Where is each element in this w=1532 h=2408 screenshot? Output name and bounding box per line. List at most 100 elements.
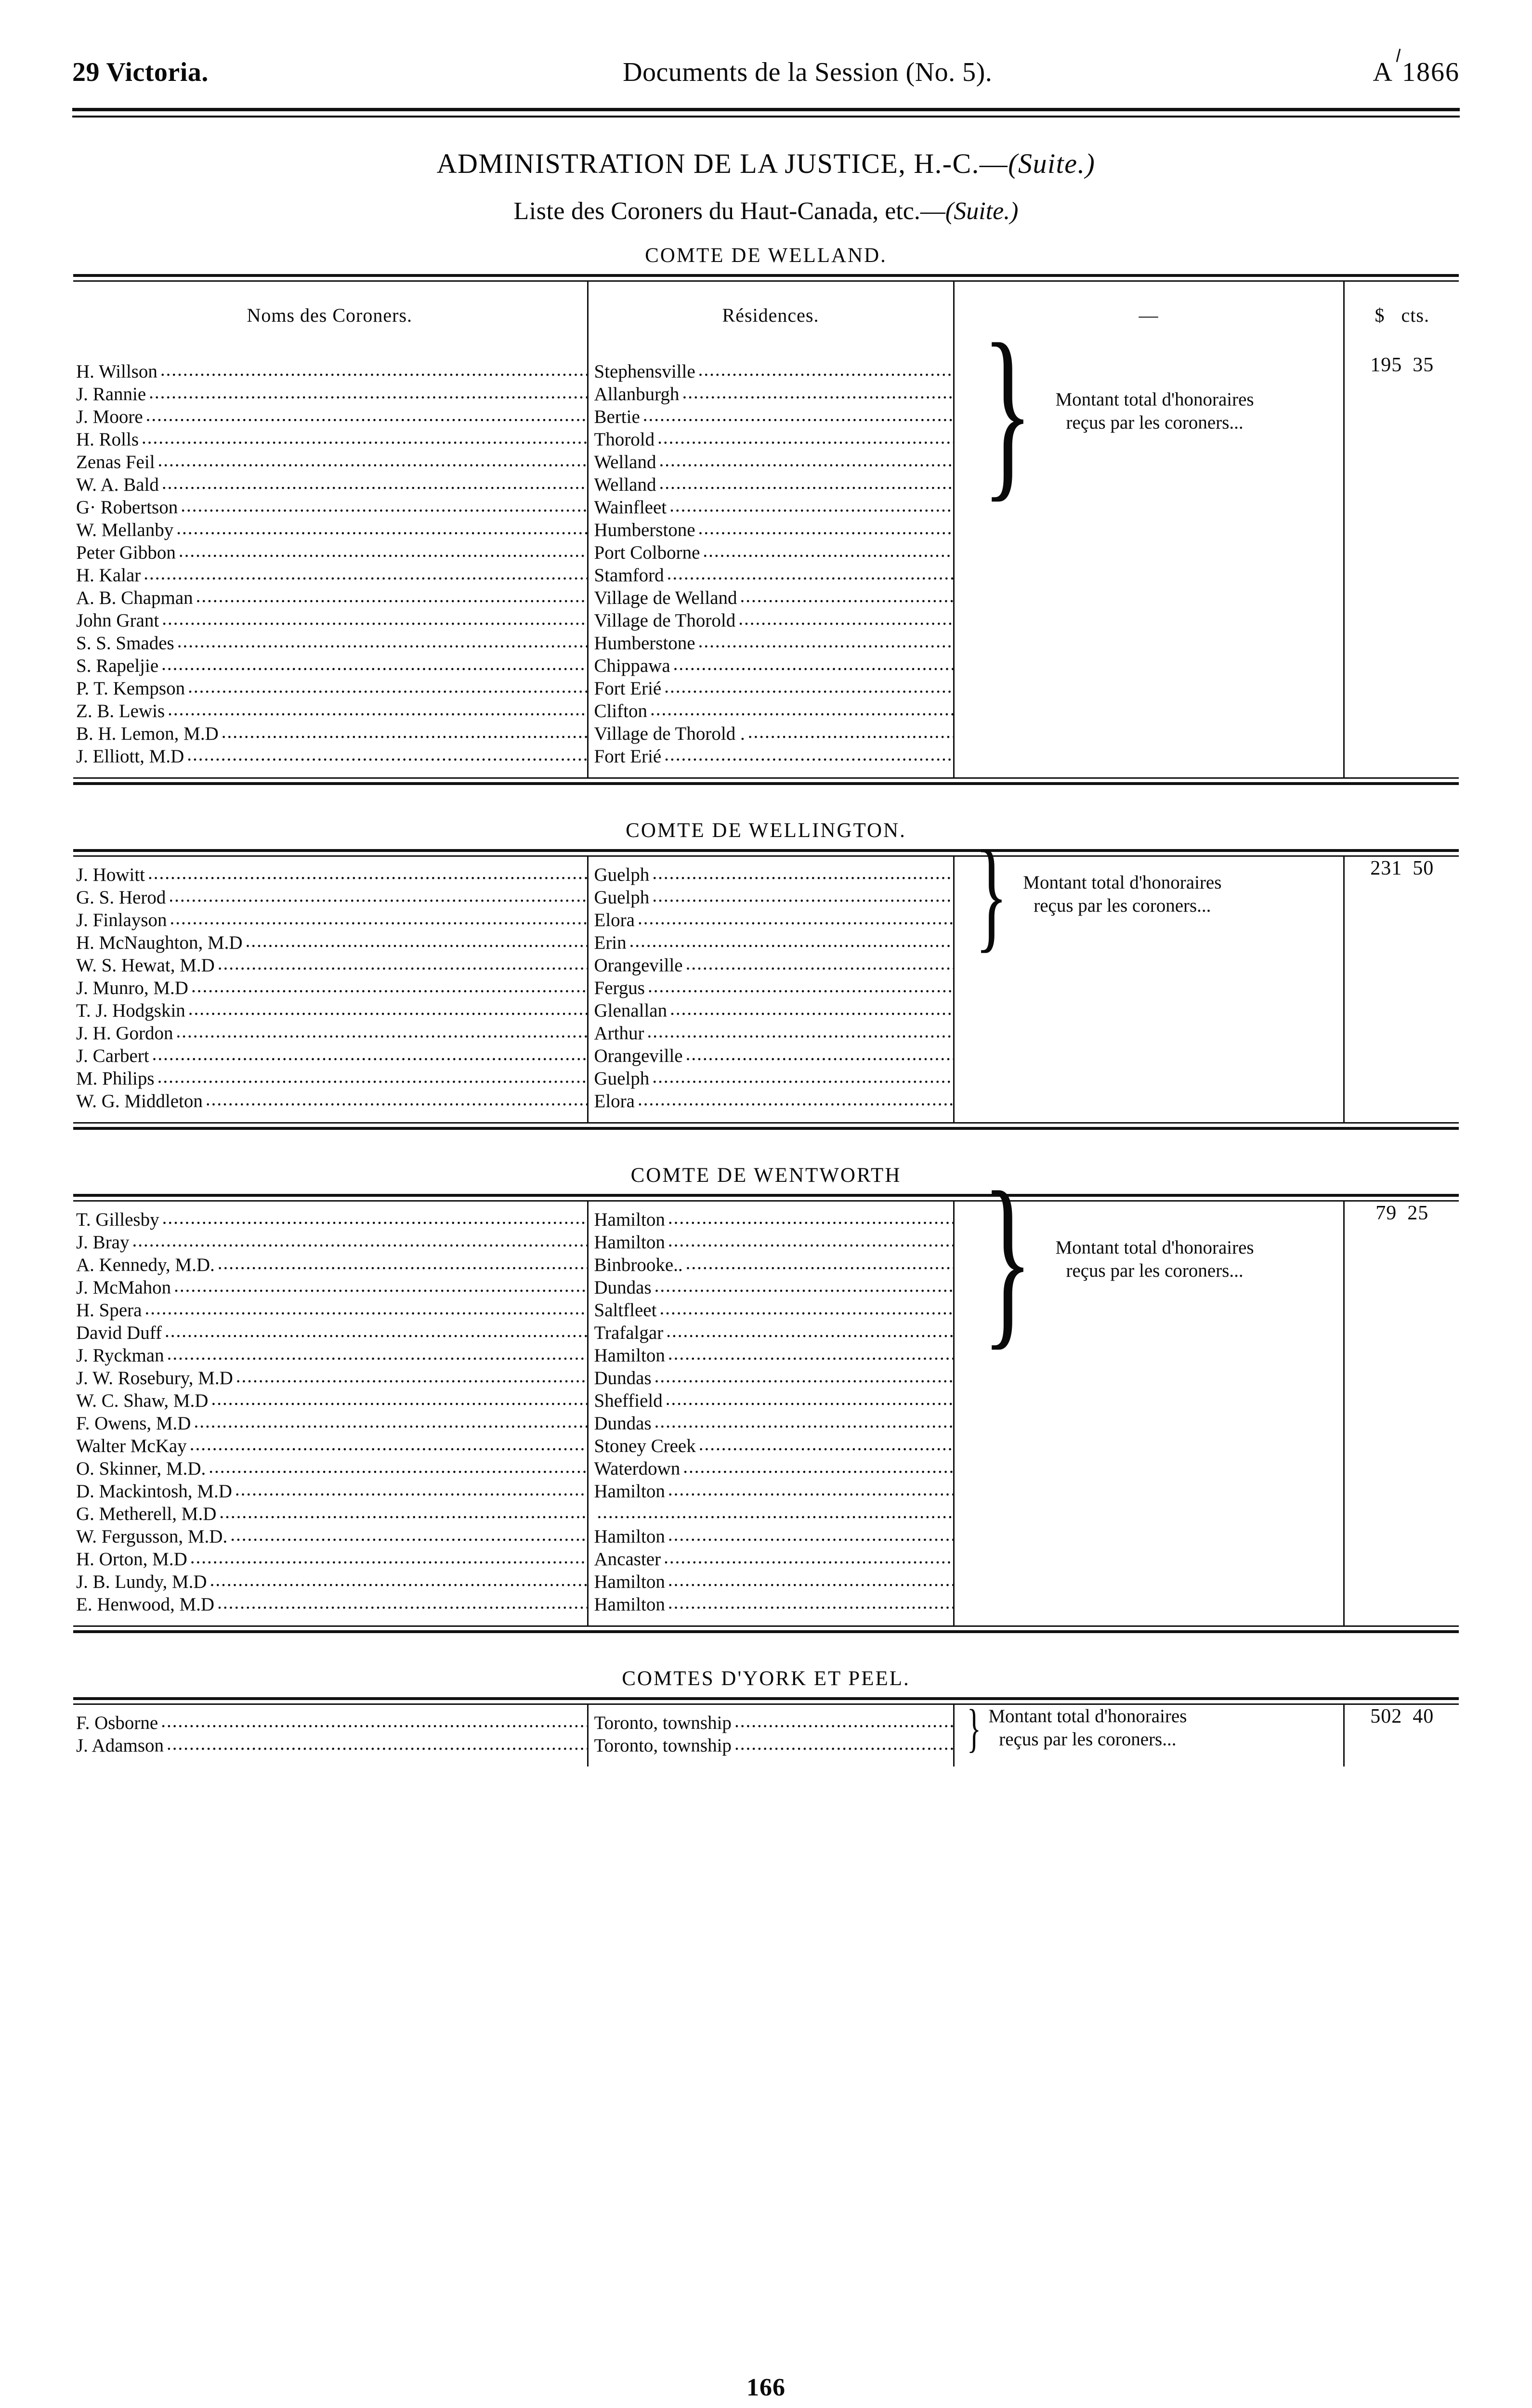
leader-dots [686, 1045, 953, 1063]
leader-dots [158, 451, 587, 470]
leader-dots [161, 1712, 587, 1730]
coroner-name: J. Carbert [76, 1047, 587, 1069]
coroner-residence: Elora [594, 1092, 953, 1114]
table-body-row: T. GillesbyJ. BrayA. Kennedy, M.D.J. McM… [72, 1163, 1460, 1625]
coroner-residence-label: Wainfleet [594, 497, 667, 518]
leader-dots [686, 1254, 953, 1272]
coroner-name-label: J. Finlayson [76, 910, 167, 930]
amount-cents: 50 [1413, 857, 1434, 879]
leader-dots [668, 1231, 953, 1250]
leader-dots [666, 1389, 953, 1408]
coroner-name: W. S. Hewat, M.D [76, 956, 587, 979]
leader-dots [668, 1525, 953, 1544]
table-top-rule-wellington [73, 849, 1459, 857]
coroner-residence: Chippawa [594, 656, 953, 679]
coroner-residence-label: Elora [594, 1091, 635, 1112]
leader-dots [629, 931, 953, 950]
coroner-name-label: J. Moore [76, 406, 143, 427]
section-heading-wentworth: COMTE DE WENTWORTH [630, 1164, 902, 1187]
leader-dots [179, 541, 587, 560]
coroner-name: G· Robertson [76, 498, 587, 521]
coroner-name: A. B. Chapman [76, 589, 587, 611]
coroner-residence: Ancaster [594, 1550, 953, 1572]
amount-cell: 195 35 [1344, 353, 1460, 777]
leader-dots [670, 999, 953, 1018]
coroner-residence: Stephensville [594, 362, 953, 385]
coroner-name-label: J. Adamson [76, 1735, 164, 1756]
leader-dots [209, 1457, 587, 1476]
leader-dots [664, 1548, 953, 1567]
coroner-residence-label: Fort Erié [594, 746, 662, 767]
coroner-residence: Hamilton [594, 1527, 953, 1550]
leader-dots [657, 428, 953, 447]
coroner-residence-label: Elora [594, 910, 635, 930]
coroner-name-label: G. Metherell, M.D [76, 1504, 217, 1524]
leader-dots [146, 406, 587, 424]
coroner-residence-label: Orangeville [594, 1046, 683, 1066]
coroner-residence: Thorold [594, 430, 953, 453]
leader-dots [740, 587, 953, 605]
coroner-residence: Glenallan [594, 1001, 953, 1024]
coroner-name-label: O. Skinner, M.D. [76, 1458, 206, 1479]
amount-value: 502 40 [1345, 1705, 1460, 1728]
coroner-residence [594, 1505, 953, 1527]
coroner-name: H. McNaughton, M.D [76, 933, 587, 956]
amount-value: 195 35 [1345, 353, 1460, 377]
coroner-name-label: J. H. Gordon [76, 1023, 173, 1044]
coroner-name-label: Walter McKay [76, 1436, 187, 1456]
coroner-residence-label: Toronto, township [594, 1713, 732, 1733]
coroner-residence: Humberstone [594, 521, 953, 543]
coroner-residence-label: Arthur [594, 1023, 644, 1044]
coroner-residence-label: Saltfleet [594, 1300, 657, 1321]
amount-dollars: 502 [1370, 1705, 1402, 1727]
amount-dollars: 195 [1370, 354, 1402, 376]
coroner-name-label: J. McMahon [76, 1277, 171, 1298]
coroner-residence-label: Hamilton [594, 1209, 665, 1230]
coroner-name-label: W. Fergusson, M.D. [76, 1526, 228, 1547]
coroner-residence: Fort Erié [594, 747, 953, 770]
coroner-residence-label: Village de Thorold [594, 610, 736, 631]
coroner-name: W. Fergusson, M.D. [76, 1527, 587, 1550]
coroner-name-label: G· Robertson [76, 497, 178, 518]
leader-dots [246, 931, 587, 950]
leader-dots [190, 1548, 587, 1567]
leader-dots [686, 954, 953, 973]
coroner-residence: Stamford [594, 566, 953, 589]
leader-dots [683, 1457, 953, 1476]
leader-dots [169, 886, 587, 905]
leader-dots [181, 496, 587, 515]
table-top-rule-wentworth [73, 1194, 1459, 1202]
section-heading-york-peel: COMTES D'YORK ET PEEL. [622, 1667, 910, 1690]
coroner-name: J. W. Rosebury, M.D [76, 1369, 587, 1391]
leader-dots [738, 609, 953, 628]
coroner-name: J. Finlayson [76, 911, 587, 933]
leader-dots [196, 587, 587, 605]
residences-list: StephensvilleAllanburghBertieThoroldWell… [594, 353, 953, 777]
coroner-residence-label: Stephensville [594, 361, 695, 382]
coroner-residence: Welland [594, 475, 953, 498]
coroner-residence-label: Clifton [594, 701, 648, 721]
leader-dots [703, 541, 953, 560]
coroner-name: W. Mellanby [76, 521, 587, 543]
names-list: F. OsborneJ. Adamson [76, 1705, 587, 1767]
coroner-name: F. Owens, M.D [76, 1414, 587, 1437]
coroner-name: E. Henwood, M.D [76, 1595, 587, 1618]
total-label-line1: Montant total d'honoraires [988, 1706, 1187, 1727]
coroner-residence: Saltfleet [594, 1301, 953, 1323]
leader-dots [734, 1734, 953, 1753]
coroner-name: S. S. Smades [76, 634, 587, 656]
coroner-name-label: J. Howitt [76, 864, 145, 885]
coroner-name: A. Kennedy, M.D. [76, 1256, 587, 1278]
coroner-residence-label: Guelph [594, 887, 650, 908]
names-cell: H. WillsonJ. RannieJ. MooreH. RollsZenas… [72, 353, 589, 777]
leader-dots [673, 654, 953, 673]
amount-cell: 79 25 [1344, 1202, 1460, 1625]
running-head-right: A 1866 [1373, 57, 1460, 88]
coroner-residence: Village de Thorold [594, 611, 953, 634]
coroner-residence-label: Chippawa [594, 655, 670, 676]
leader-dots [176, 1022, 587, 1041]
leader-dots [652, 886, 953, 905]
residences-cell: Toronto, townshipToronto, township [588, 1705, 955, 1767]
coroner-name-label: S. Rapeljie [76, 655, 159, 676]
total-label: Montant total d'honoraires reçus par les … [988, 1705, 1187, 1751]
